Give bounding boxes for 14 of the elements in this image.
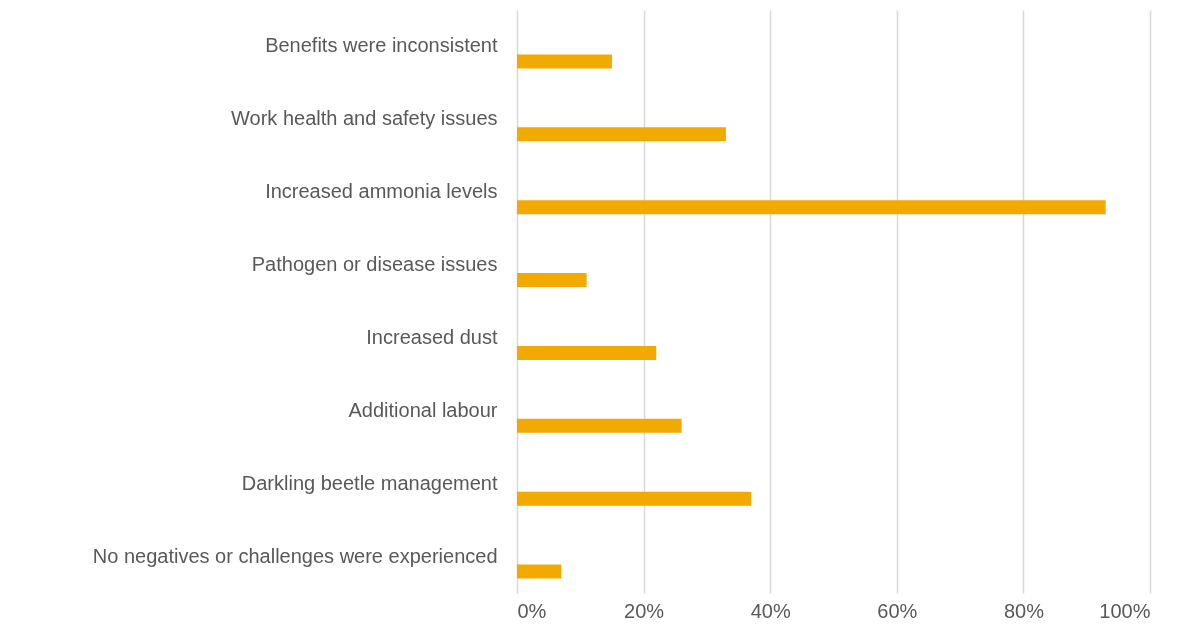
y-tick-label: No negatives or challenges were experienced	[92, 544, 498, 567]
y-tick-label: Additional labour	[348, 398, 498, 421]
x-tick-label: 100%	[1099, 599, 1151, 622]
y-tick-label: Increased dust	[366, 325, 498, 348]
x-tick-label: 0%	[517, 599, 547, 622]
x-tick-label: 20%	[624, 599, 665, 622]
y-tick-label: Pathogen or disease issues	[251, 253, 498, 276]
y-tick-label: Increased ammonia levels	[265, 180, 498, 203]
y-tick-label: Benefits were inconsistent	[265, 34, 498, 57]
y-tick-label: Work health and safety issues	[231, 107, 498, 130]
y-tick-label: Darkling beetle management	[241, 471, 498, 494]
x-tick-label: 40%	[750, 599, 791, 622]
x-tick-label: 60%	[877, 599, 918, 622]
x-tick-label: 80%	[1003, 599, 1045, 622]
